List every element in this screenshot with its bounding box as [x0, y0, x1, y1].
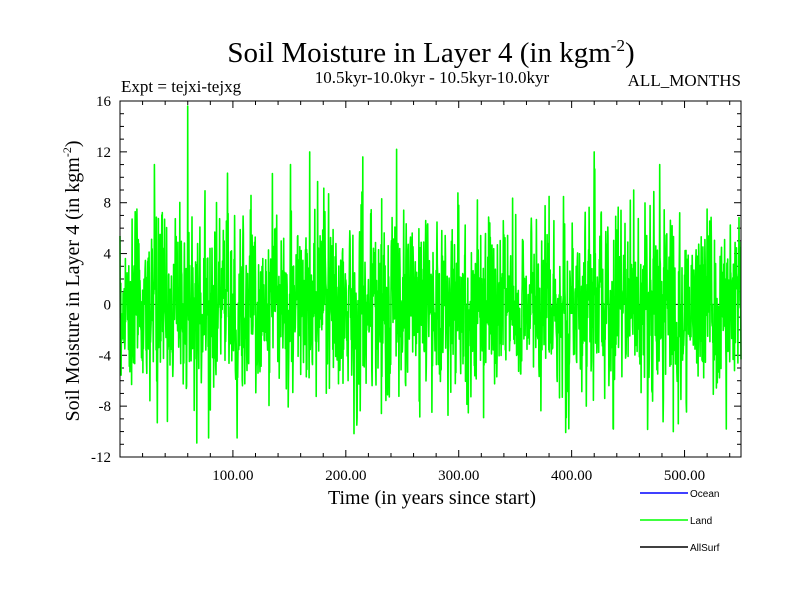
- x-tick-label: 400.00: [551, 468, 592, 484]
- x-axis-label: Time (in years since start): [328, 487, 536, 509]
- y-tick-label: -4: [99, 348, 112, 364]
- y-tick-label: 8: [104, 196, 112, 212]
- y-tick-label: 0: [104, 297, 112, 313]
- chart-title: Soil Moisture in Layer 4 (in kgm-2): [227, 36, 634, 69]
- plot-area: [119, 100, 742, 458]
- legend-label-land: Land: [690, 516, 712, 527]
- x-tick-label: 100.00: [212, 468, 253, 484]
- legend: Ocean Land AllSurf: [640, 489, 720, 554]
- y-tick-label: -8: [99, 399, 112, 415]
- axis-ticks: 100.00 200.00 300.00 400.00 500.00 16 12 8 4 0 -4 -…: [91, 94, 741, 484]
- subtitle-center: 10.5kyr-10.0kyr - 10.5kyr-10.0kyr: [315, 68, 550, 87]
- y-tick-label: 16: [96, 94, 112, 110]
- subtitle-left: Expt = tejxi-tejxg: [121, 77, 242, 96]
- subtitle-right: ALL_MONTHS: [628, 71, 741, 90]
- plot-frame: [119, 100, 742, 458]
- legend-label-ocean: Ocean: [690, 489, 719, 500]
- y-axis-label: Soil Moisture in Layer 4 (in kgm-2): [60, 140, 84, 421]
- x-tick-label: 200.00: [325, 468, 366, 484]
- x-tick-label: 500.00: [664, 468, 705, 484]
- y-tick-label: 12: [96, 145, 111, 161]
- series-line-land: [119, 105, 742, 444]
- y-tick-label: -12: [91, 450, 111, 466]
- x-tick-label: 300.00: [438, 468, 479, 484]
- y-tick-label: 4: [104, 247, 112, 263]
- legend-label-allsurf: AllSurf: [690, 543, 720, 554]
